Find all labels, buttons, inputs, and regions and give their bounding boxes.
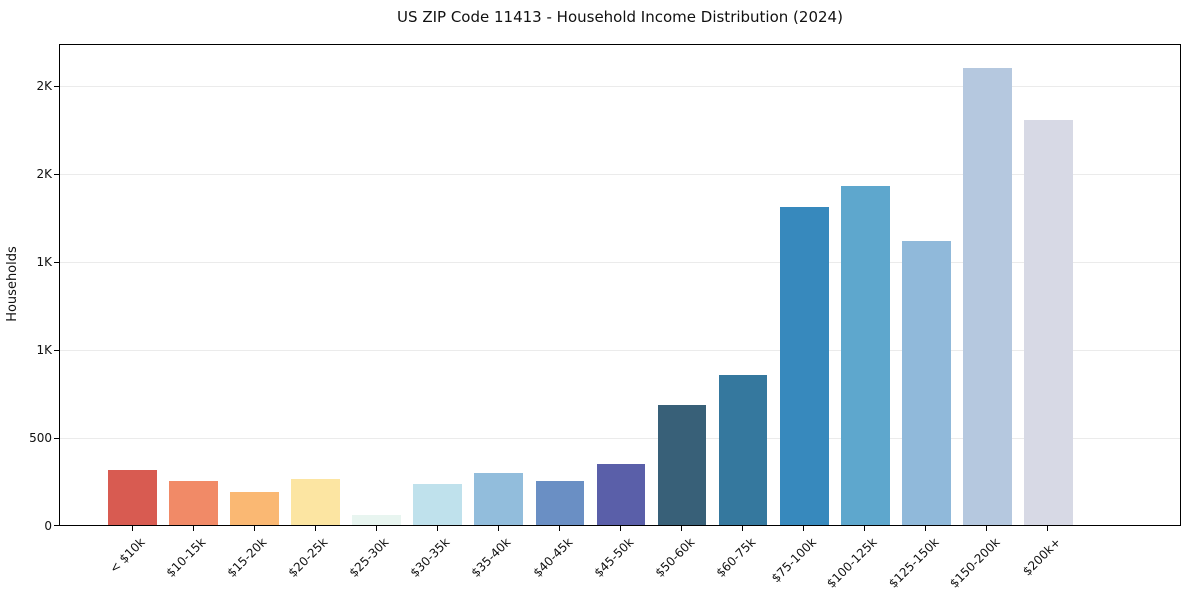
bar-45-50k: [596, 464, 646, 525]
bar-35-40k: [474, 473, 524, 525]
y-tick-mark: [54, 174, 59, 176]
x-tick-mark: [497, 526, 499, 531]
y-tick-mark: [54, 350, 59, 352]
plot-area: [59, 44, 1181, 526]
x-tick-mark: [314, 526, 316, 531]
x-tick-label: $15-20k: [224, 535, 270, 580]
y-tick-mark: [54, 525, 59, 526]
x-tick-label: $100-125k: [824, 535, 881, 590]
x-tick-mark: [436, 526, 438, 531]
x-tick-mark: [742, 526, 744, 531]
y-tick-label: 2K: [36, 79, 52, 94]
bar-10k: [108, 469, 158, 525]
x-tick-mark: [375, 526, 377, 531]
y-tick-mark: [54, 86, 59, 88]
gridline: [60, 438, 1180, 440]
bar-40-45k: [535, 481, 585, 525]
x-tick-mark: [681, 526, 683, 531]
gridline: [60, 262, 1180, 264]
x-tick-mark: [253, 526, 255, 531]
x-tick-mark: [1047, 526, 1049, 531]
y-tick-label: 0: [44, 519, 52, 533]
bar-60-75k: [718, 375, 768, 525]
x-tick-mark: [192, 526, 194, 531]
y-tick-mark: [54, 438, 59, 440]
x-tick-label: $45-50k: [591, 535, 636, 580]
x-tick-label: $75-100k: [768, 535, 820, 586]
x-tick-label: $25-30k: [346, 535, 392, 580]
x-tick-label: $50-60k: [652, 535, 697, 580]
bar-20-25k: [291, 479, 341, 525]
x-tick-mark: [620, 526, 621, 531]
x-tick-label: $40-45k: [530, 535, 575, 580]
x-tick-label: < $10k: [106, 535, 148, 576]
bar-75-100k: [779, 206, 829, 525]
bar-25-30k: [352, 514, 402, 525]
bar-50-60k: [657, 404, 707, 525]
bar-30-35k: [413, 483, 463, 525]
y-tick-label: 1K: [36, 255, 52, 270]
x-tick-label: $35-40k: [468, 535, 514, 580]
bar-10-15k: [169, 481, 219, 525]
x-tick-mark: [131, 526, 133, 531]
bar-200k: [1023, 120, 1073, 525]
x-tick-label: $125-150k: [885, 535, 942, 590]
x-tick-mark: [864, 526, 866, 531]
x-tick-label: $30-35k: [407, 535, 453, 580]
x-tick-label: $10-15k: [163, 535, 209, 580]
bar-100-125k: [840, 185, 890, 525]
x-tick-mark: [803, 526, 805, 531]
gridline: [60, 350, 1180, 352]
bar-15-20k: [230, 491, 280, 525]
x-tick-mark: [986, 526, 988, 531]
y-tick-label: 1K: [36, 343, 52, 358]
x-tick-mark: [925, 526, 927, 531]
x-tick-mark: [558, 526, 560, 531]
x-tick-label: $60-75k: [713, 535, 758, 580]
gridline: [60, 174, 1180, 176]
chart-title: US ZIP Code 11413 - Household Income Dis…: [397, 8, 843, 26]
y-tick-label: 2K: [36, 167, 52, 182]
y-tick-mark: [54, 262, 59, 264]
y-tick-label: 500: [29, 431, 52, 446]
y-axis-label: Households: [5, 246, 20, 322]
x-tick-label: $200k+: [1019, 535, 1064, 579]
x-tick-label: $20-25k: [285, 535, 331, 580]
gridline: [60, 86, 1180, 88]
bar-150-200k: [962, 67, 1012, 525]
x-tick-label: $150-200k: [946, 535, 1003, 590]
bar-125-150k: [901, 240, 951, 525]
